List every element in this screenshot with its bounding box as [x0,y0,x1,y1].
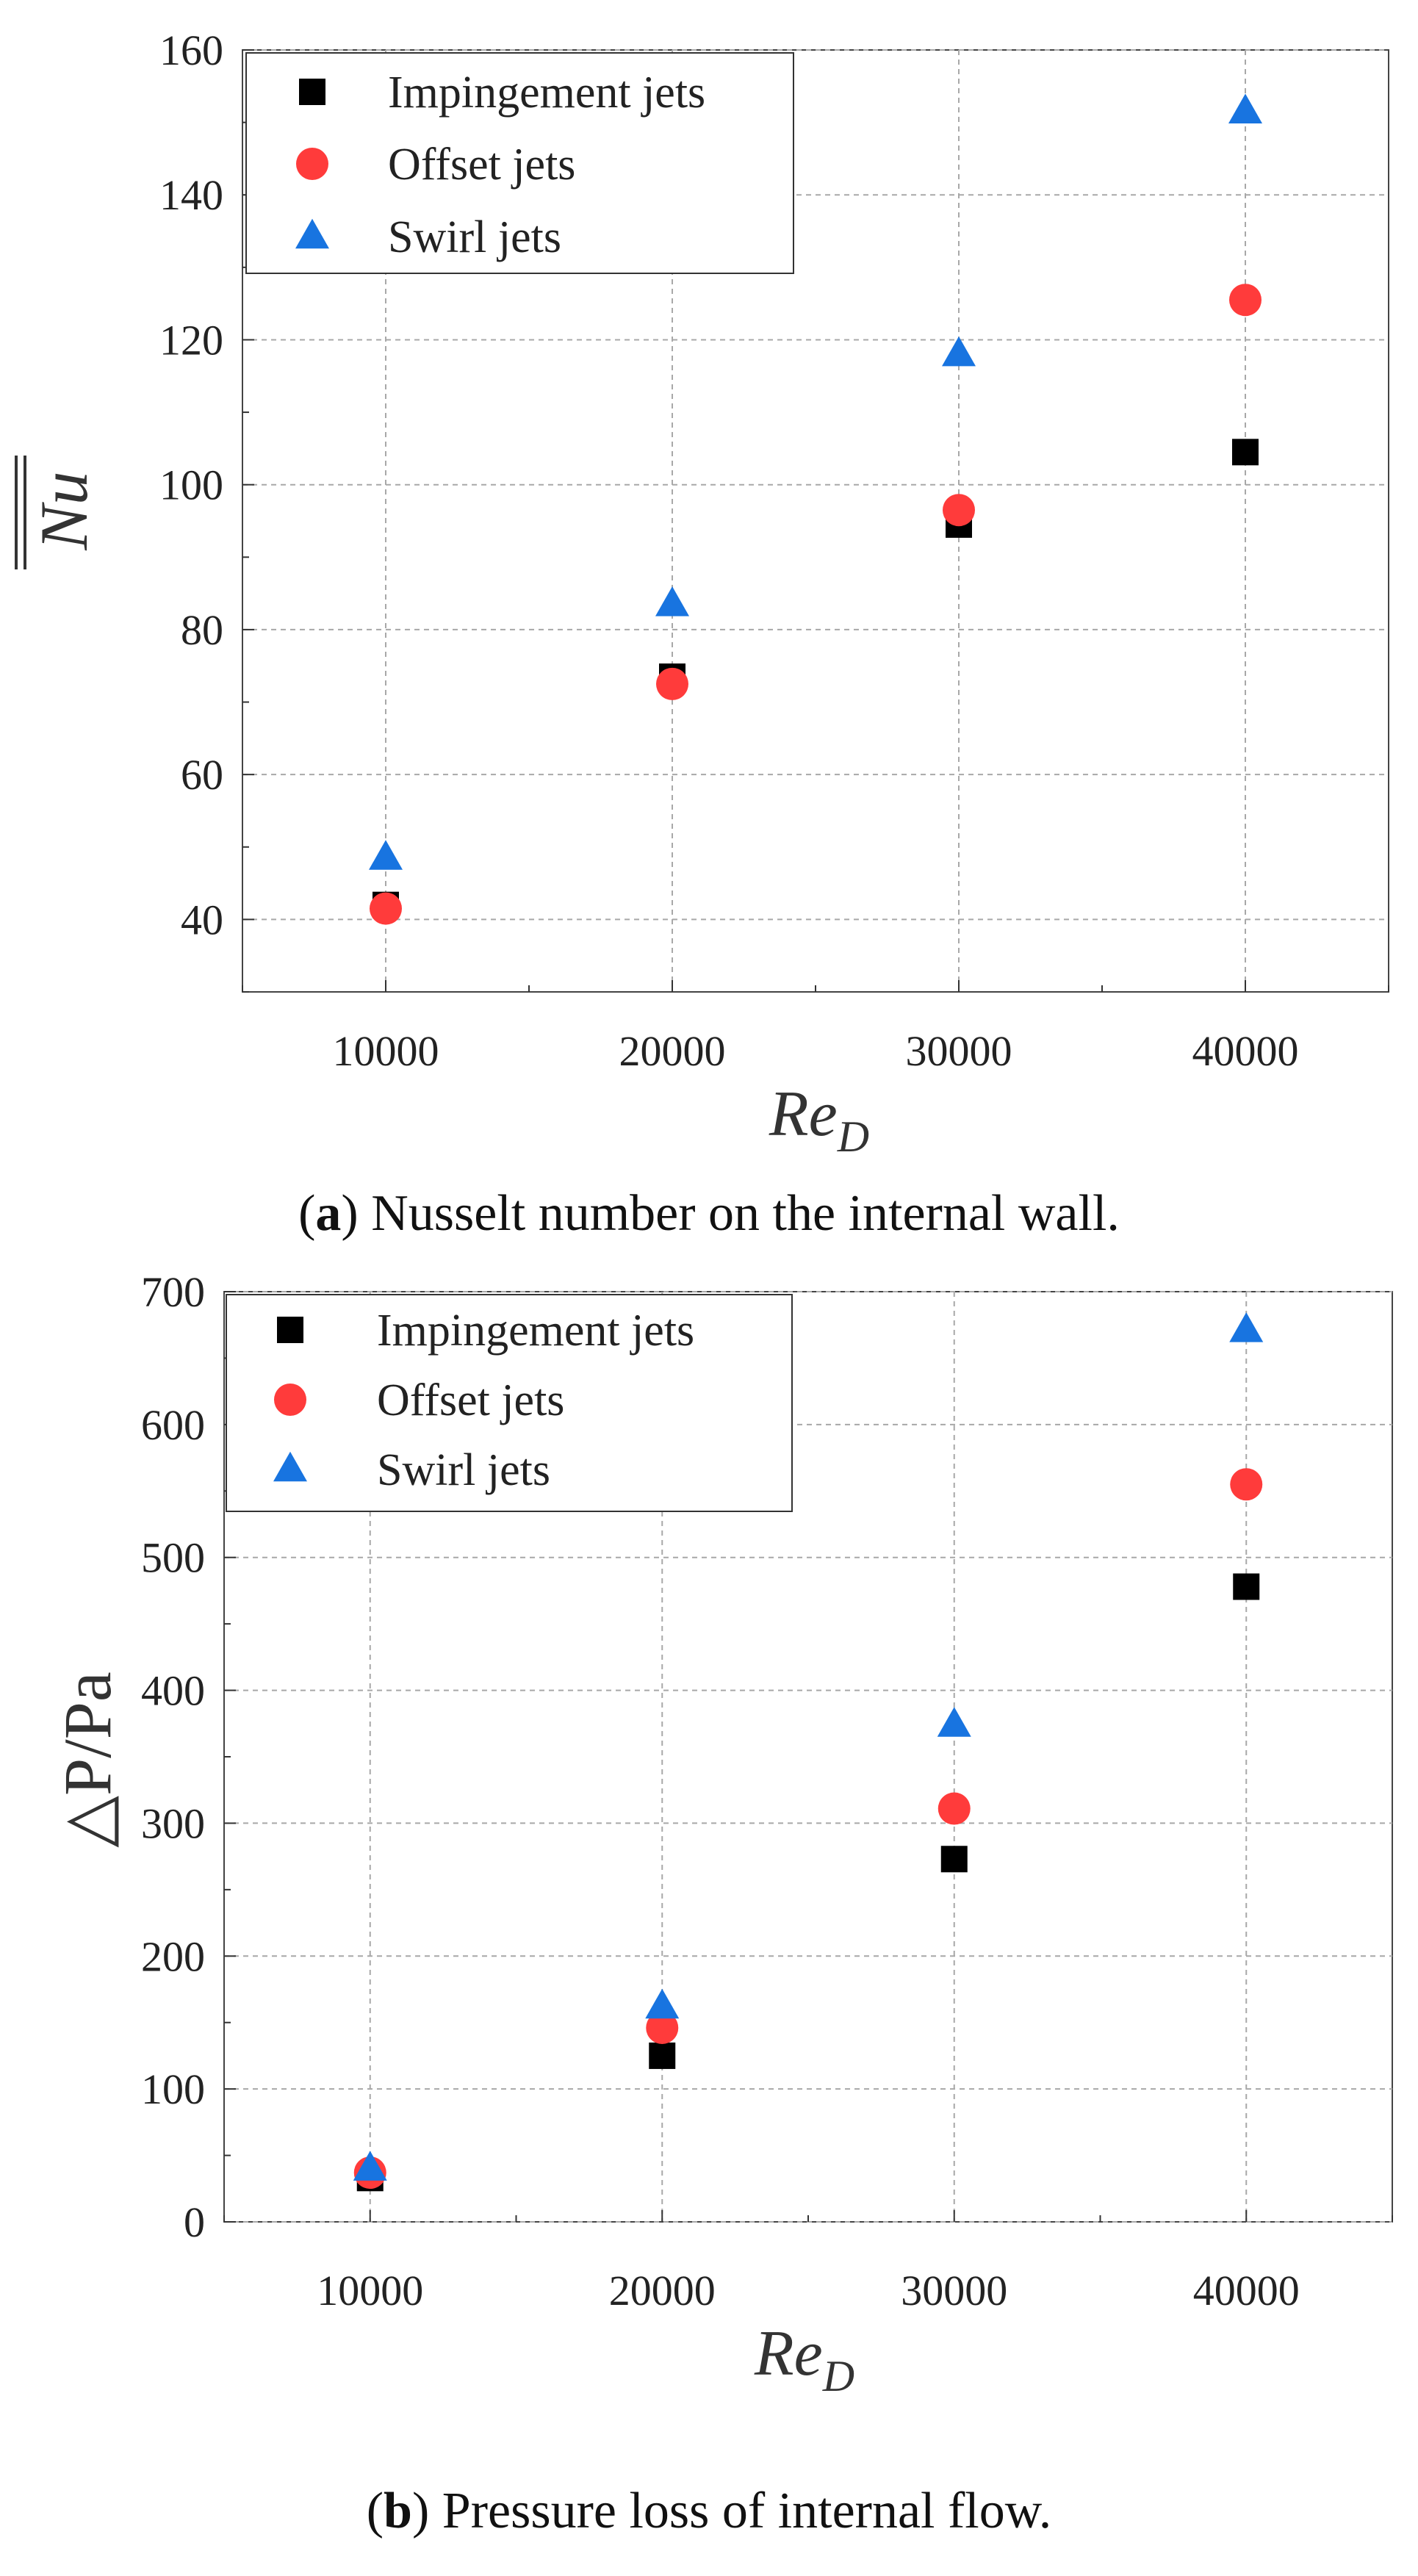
legend-marker-square [277,1317,303,1343]
data-point-triangle [942,336,976,367]
y-tick-label: 700 [141,1268,205,1316]
y-tick-label: 400 [141,1667,205,1715]
legend-label: Offset jets [388,140,575,190]
y-tick-label: 500 [141,1534,205,1582]
legend-label: Offset jets [377,1375,564,1425]
legend-box [226,1294,793,1512]
y-tick-label: 40 [181,896,223,943]
x-axis-label-main: Re [754,2318,823,2389]
data-point-triangle [655,586,689,616]
x-axis-label: ReD [754,2318,854,2400]
x-tick-label: 10000 [333,1027,439,1075]
caption-b-letter: b [384,2483,412,2539]
caption-a-letter: a [315,1185,342,1242]
legend-label: Impingement jets [377,1306,694,1356]
legend-label: Impingement jets [388,68,705,118]
data-point-triangle [1229,1312,1264,1342]
x-axis-label-main: Re [769,1079,838,1150]
legend-label: Swirl jets [377,1445,550,1495]
y-tick-label: 80 [181,606,223,654]
y-tick-label: 140 [159,171,223,219]
x-axis-label: ReD [769,1079,869,1161]
legend-marker-circle [274,1384,306,1416]
data-point-triangle [353,2151,387,2181]
legend-marker-circle [296,148,328,180]
chart-b: 0 100 200 300 400 500 600 700 10000 20000 30000 400… [50,1268,1393,2400]
x-axis-label-subscript: D [837,1112,869,1161]
legend-marker-square [299,79,325,105]
chart-a: 40 60 80 100 120 140 160 10000 20000 30000 40000 Re… [15,26,1389,1161]
x-tick-label: 40000 [1192,1027,1299,1075]
caption-b: (b) Pressure loss of internal flow. [366,2483,1052,2539]
caption-a-text: ) Nusselt number on the internal wall. [341,1185,1120,1242]
data-point-circle [937,1792,971,1825]
data-point-square [1232,439,1259,466]
legend-label: Swirl jets [388,212,561,262]
x-tick-label: 30000 [901,2267,1007,2314]
y-tick-label: 600 [141,1401,205,1449]
y-axis-label: △P/Pa [50,1672,125,1847]
data-point-circle [370,892,402,925]
data-point-triangle [937,1707,971,1737]
y-tick-label: 0 [184,2198,205,2246]
data-point-triangle [369,840,403,870]
y-tick-label: 100 [141,2065,205,2113]
legend-marker-triangle [273,1451,307,1482]
y-axis-label: Nu [26,471,101,550]
data-point-triangle [645,1988,680,2019]
x-axis-label-subscript: D [822,2352,854,2400]
y-tick-label: 160 [159,26,223,74]
y-tick-label: 100 [159,461,223,509]
data-point-circle [943,494,975,527]
x-tick-label: 20000 [609,2267,716,2314]
data-point-square [940,1846,968,1873]
data-point-square [1233,1573,1260,1600]
legend-box [245,52,794,274]
legend-marker-triangle [295,218,329,249]
caption-a: (a) Nusselt number on the internal wall. [298,1185,1120,1242]
data-point-circle [656,667,688,700]
y-tick-label: 300 [141,1799,205,1847]
data-point-square [649,2042,676,2069]
x-tick-label: 10000 [317,2267,423,2314]
x-tick-label: 40000 [1193,2267,1300,2314]
data-point-circle [1230,1468,1263,1501]
x-tick-label: 20000 [619,1027,726,1075]
data-point-circle [1229,284,1262,317]
caption-b-text: ) Pressure loss of internal flow. [411,2483,1052,2539]
y-tick-label: 120 [159,316,223,364]
y-tick-label: 60 [181,751,223,799]
data-point-triangle [1228,93,1262,124]
x-tick-label: 30000 [906,1027,1012,1075]
data-point-circle [646,2011,679,2044]
y-tick-label: 200 [141,1932,205,1980]
